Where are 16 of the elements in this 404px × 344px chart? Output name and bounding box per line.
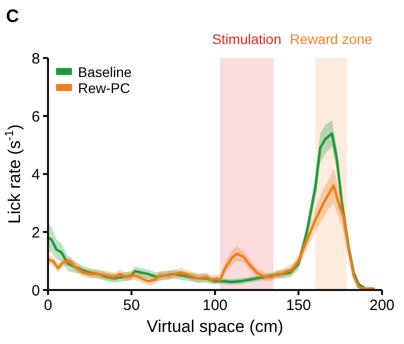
x-tick-label: 0 bbox=[44, 297, 52, 314]
legend-label: Baseline bbox=[78, 64, 132, 80]
x-tick-label: 100 bbox=[202, 297, 228, 314]
y-tick-label: 4 bbox=[32, 166, 40, 184]
x-tick-label: 50 bbox=[123, 297, 140, 314]
legend-label: Rew-PC bbox=[78, 80, 130, 96]
band-label: Stimulation bbox=[212, 31, 282, 47]
y-tick-label: 8 bbox=[32, 50, 40, 68]
band-label: Reward zone bbox=[290, 31, 373, 47]
chart-title: C bbox=[6, 6, 19, 26]
x-tick-label: 150 bbox=[286, 297, 312, 314]
y-tick-label: 2 bbox=[32, 224, 40, 242]
x-tick-label: 200 bbox=[369, 297, 395, 314]
y-tick-label: 0 bbox=[32, 282, 40, 300]
y-tick-label: 6 bbox=[32, 108, 40, 126]
x-axis-title: Virtual space (cm) bbox=[146, 317, 284, 336]
